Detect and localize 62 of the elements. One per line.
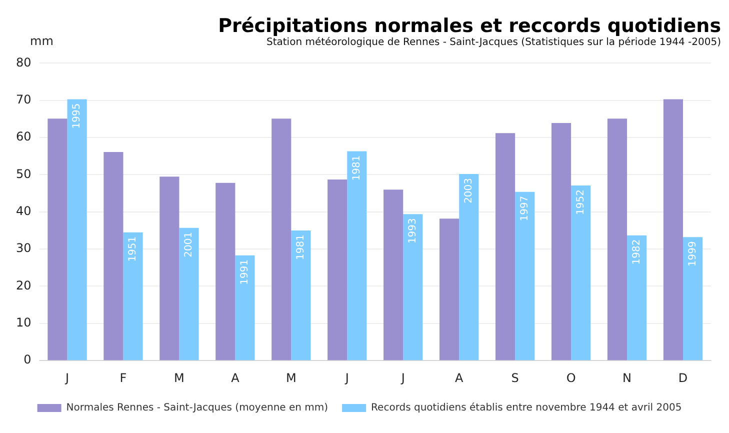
- x-tick-label: O: [566, 370, 576, 385]
- y-tick-label: 0: [24, 352, 32, 367]
- bar: [571, 186, 591, 360]
- annotation: 1991: [240, 259, 251, 285]
- bar: [179, 228, 199, 360]
- annotation: 1993: [408, 218, 419, 244]
- x-tick-label: M: [174, 370, 184, 385]
- x-tick-label: A: [231, 370, 240, 385]
- bar: [440, 218, 460, 360]
- bar: [216, 182, 236, 360]
- x-tick-label: J: [400, 370, 405, 385]
- bar: [551, 123, 572, 360]
- annotation: 1952: [575, 190, 586, 215]
- y-axis-title: mm: [29, 34, 54, 48]
- bar: [384, 190, 404, 360]
- bar: [683, 237, 703, 360]
- bar: [48, 118, 68, 360]
- y-tick-label: 10: [16, 316, 32, 330]
- bar: [272, 118, 292, 360]
- bar: [160, 176, 180, 360]
- bar: [627, 235, 647, 360]
- legend-label: Normales Rennes - Saint-Jacques (moyenne en mm): [66, 402, 328, 414]
- annotation: 1995: [72, 103, 83, 129]
- x-tick-label: J: [344, 370, 349, 385]
- x-tick-label: S: [511, 370, 519, 385]
- chart-subtitle: Station météorologique de Rennes - Saint-Jacques (Statistiques sur la période 1944 -2005): [265, 37, 721, 48]
- chart-title: Précipitations normales et reccords quotidiens: [218, 15, 721, 37]
- y-tick-label: 60: [16, 130, 32, 144]
- x-tick-label: F: [120, 370, 127, 385]
- bar: [67, 99, 87, 360]
- bar: [235, 255, 255, 360]
- y-tick-label: 30: [16, 241, 32, 256]
- annotation: 1981: [352, 155, 363, 181]
- x-tick-label: M: [286, 370, 296, 385]
- bar: [104, 152, 124, 360]
- annotation: 2003: [463, 178, 474, 204]
- y-tick-label: 40: [16, 204, 32, 218]
- bar: [403, 214, 423, 360]
- bar: [495, 133, 516, 360]
- legend-label: Records quotidiens établis entre novembre 1944 et avril 2005: [371, 402, 682, 414]
- x-tick-label: N: [622, 370, 632, 385]
- annotation: 1951: [128, 236, 139, 262]
- bar: [515, 192, 535, 360]
- y-tick-label: 70: [16, 92, 32, 106]
- y-tick-label: 50: [16, 166, 32, 181]
- x-tick-label: J: [64, 370, 70, 385]
- y-tick-label: 80: [16, 55, 32, 70]
- annotation: 1981: [296, 234, 307, 260]
- bar: [459, 174, 479, 360]
- bar: [663, 99, 684, 360]
- bar: [607, 118, 628, 360]
- bar: [123, 232, 143, 360]
- bar: [328, 180, 348, 360]
- bar: [291, 230, 311, 360]
- y-tick-label: 20: [16, 278, 32, 292]
- x-tick-label: D: [678, 370, 688, 385]
- bar: [347, 151, 367, 360]
- annotation: 1982: [631, 239, 642, 265]
- annotation: 1997: [519, 196, 530, 222]
- annotation: 1999: [687, 241, 698, 267]
- annotation: 2001: [184, 232, 195, 258]
- x-tick-label: A: [454, 370, 464, 385]
